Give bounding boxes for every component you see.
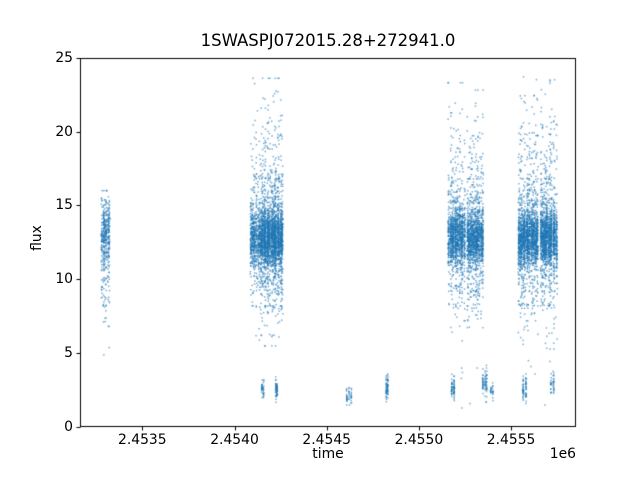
y-tick-label: 20 bbox=[55, 123, 73, 140]
x-tick-label: 2.4545 bbox=[302, 432, 352, 448]
y-tick-label: 0 bbox=[64, 419, 73, 436]
x-tick-label: 2.4550 bbox=[394, 432, 444, 448]
y-tick-label: 25 bbox=[55, 49, 73, 66]
x-tick-label: 2.4540 bbox=[210, 432, 259, 448]
chart-title: 1SWASPJ072015.28+272941.0 bbox=[200, 31, 456, 50]
x-axis-label: time bbox=[312, 446, 344, 462]
y-tick-label: 5 bbox=[64, 345, 73, 362]
x-tick-label: 2.4555 bbox=[486, 432, 536, 448]
y-tick-label: 15 bbox=[55, 197, 73, 214]
x-tick-label: 2.4535 bbox=[118, 432, 167, 448]
y-axis-label: flux bbox=[29, 225, 45, 251]
x-axis-offset-text: 1e6 bbox=[549, 446, 576, 462]
y-tick-label: 10 bbox=[55, 271, 73, 288]
